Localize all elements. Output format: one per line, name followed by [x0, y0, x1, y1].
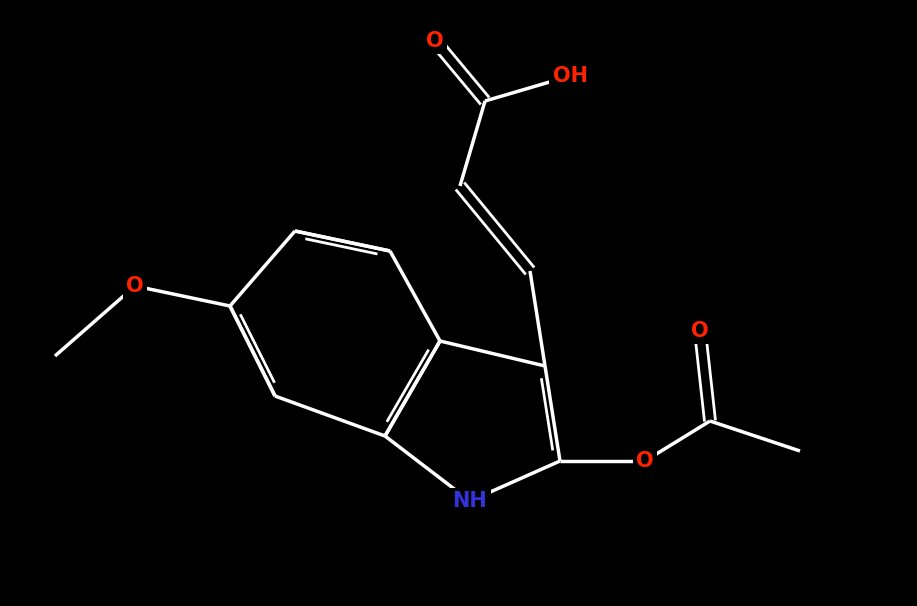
Text: OH: OH: [553, 66, 588, 86]
Text: NH: NH: [453, 491, 487, 511]
Text: O: O: [691, 321, 709, 341]
Text: O: O: [127, 276, 144, 296]
Text: O: O: [636, 451, 654, 471]
Text: O: O: [426, 31, 444, 51]
